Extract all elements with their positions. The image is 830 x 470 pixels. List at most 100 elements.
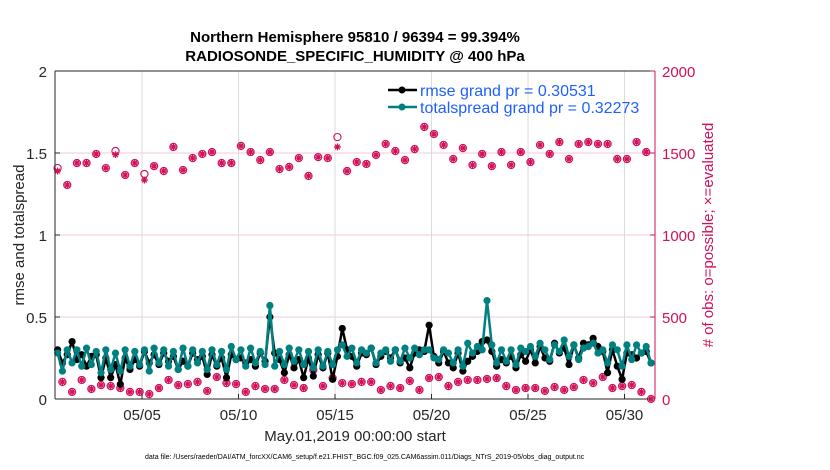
x-tick-label: 05/10 [220, 407, 258, 424]
obs-possible-point [207, 147, 217, 157]
totalspread-point [478, 346, 486, 354]
obs-evaluated-point [493, 374, 501, 382]
obs-evaluated-point [218, 159, 226, 167]
legend-spread-marker [398, 103, 406, 111]
rmse-point [290, 364, 298, 372]
y-tick-label: 2 [39, 64, 47, 81]
obs-evaluated-point [68, 388, 76, 396]
obs-possible-point [92, 149, 101, 159]
rmse-point [522, 357, 530, 365]
obs-possible-point [598, 372, 607, 382]
totalspread-point [97, 369, 105, 377]
obs-evaluated-point [555, 138, 563, 146]
totalspread-point [116, 367, 124, 375]
obs-possible-point [535, 140, 545, 150]
totalspread-point [237, 346, 245, 354]
obs-evaluated-point [348, 380, 356, 388]
totalspread-point [131, 347, 139, 356]
obs-evaluated-point [401, 156, 409, 164]
obs-evaluated-point [165, 376, 172, 384]
obs-evaluated-point [353, 158, 361, 166]
obs-possible-point [555, 137, 564, 147]
totalspread-point [642, 342, 650, 351]
totalspread-point [541, 346, 549, 354]
rmse-point [300, 374, 308, 382]
obs-evaluated-point [150, 162, 158, 170]
obs-evaluated-point [59, 378, 66, 386]
rmse-point [280, 369, 288, 377]
obs-evaluated-point [252, 382, 259, 390]
obs-evaluated-point [276, 165, 283, 173]
totalspread-point [613, 346, 621, 354]
obs-possible-point [386, 381, 395, 391]
totalspread-point [507, 346, 515, 354]
obs-possible-point [632, 137, 641, 147]
obs-possible-point [367, 377, 376, 387]
rmse-point [309, 372, 317, 380]
obs-evaluated-point [440, 141, 447, 149]
obs-evaluated-point [623, 155, 631, 163]
obs-possible-point [405, 376, 414, 386]
obs-evaluated-point [551, 383, 558, 391]
totalspread-point [222, 365, 231, 374]
obs-evaluated-point [377, 386, 385, 394]
obs-possible-point [188, 153, 197, 163]
obs-evaluated-point [237, 142, 245, 150]
obs-possible-point [584, 137, 593, 147]
totalspread-point [184, 362, 192, 370]
obs-evaluated-point [445, 382, 452, 390]
totalspread-point [565, 352, 573, 360]
obs-evaluated-point [256, 156, 264, 164]
obs-evaluated-point [637, 388, 645, 396]
totalspread-point [140, 346, 149, 354]
totalspread-point [73, 346, 81, 354]
obs-evaluated-point [459, 144, 467, 152]
obs-possible-point [564, 154, 574, 164]
obs-evaluated-point [406, 377, 414, 385]
totalspread-point [155, 359, 163, 367]
obs-evaluated-point [633, 138, 640, 146]
obs-evaluated-point [396, 384, 404, 392]
obs-possible-point [545, 149, 554, 159]
totalspread-point [531, 352, 539, 360]
obs-possible-point [444, 381, 453, 391]
obs-evaluated-point [184, 380, 192, 388]
obs-evaluated-point [121, 171, 129, 179]
totalspread-point [203, 365, 211, 374]
totalspread-point [386, 357, 395, 365]
y-right-tick-label: 1500 [662, 146, 695, 163]
totalspread-point [497, 346, 506, 354]
obs-possible-point [608, 383, 617, 393]
totalspread-point [58, 367, 67, 375]
obs-possible-point [275, 164, 284, 174]
obs-evaluated-point [213, 373, 221, 381]
obs-evaluated-point [382, 140, 390, 148]
obs-possible-point [135, 387, 144, 397]
totalspread-point [198, 347, 206, 356]
obs-possible-point [304, 171, 313, 181]
totalspread-point [145, 367, 153, 375]
obs-evaluated-point [92, 150, 100, 158]
obs-evaluated-point [338, 379, 346, 387]
rmse-point [116, 380, 124, 388]
obs-evaluated-point [473, 376, 481, 384]
obs-possible-point [550, 382, 559, 392]
totalspread-point [415, 351, 424, 359]
totalspread-point [160, 346, 168, 354]
obs-evaluated-point [483, 375, 491, 383]
totalspread-point [218, 347, 226, 356]
obs-evaluated-point [589, 379, 597, 387]
totalspread-point [570, 341, 578, 349]
totalspread-point [589, 339, 597, 347]
obs-possible-point [251, 381, 260, 391]
rmse-point [483, 336, 491, 344]
obs-possible-point [516, 147, 525, 157]
rmse-point [203, 370, 211, 378]
obs-evaluated-point [343, 167, 351, 175]
obs-evaluated-point [522, 384, 530, 392]
obs-possible-point [67, 387, 77, 397]
obs-evaluated-point [174, 381, 182, 389]
totalspread-point [483, 297, 491, 305]
rmse-point [618, 375, 626, 383]
chart-title-line2: RADIOSONDE_SPECIFIC_HUMIDITY @ 400 hPa [185, 48, 525, 65]
